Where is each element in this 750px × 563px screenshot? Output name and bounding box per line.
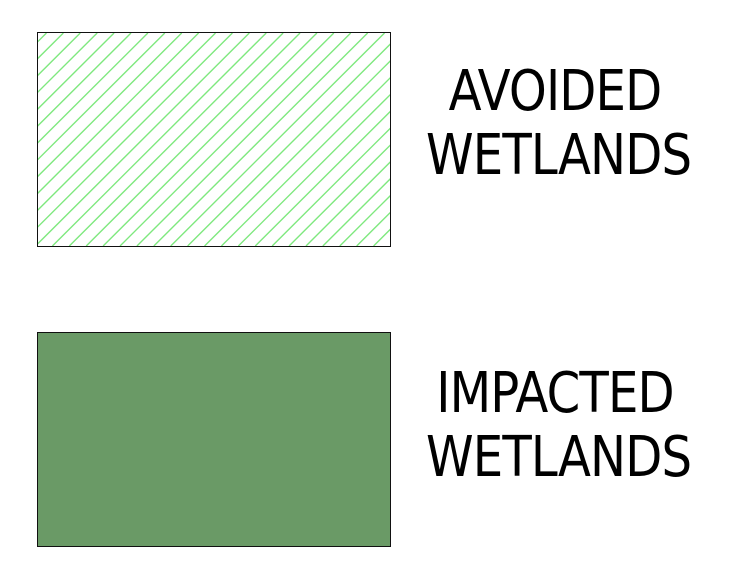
- hatch-line: [170, 33, 386, 246]
- hatch-line: [38, 33, 250, 245]
- hatch-line: [38, 33, 81, 77]
- hatch-line: [305, 161, 390, 246]
- hatch-line: [38, 33, 98, 93]
- hatch-line: [187, 43, 390, 246]
- hatch-line: [254, 110, 390, 246]
- hatch-line: [136, 33, 352, 246]
- hatch-line: [38, 33, 132, 127]
- hatch-line: [102, 33, 318, 246]
- hatch-line: [288, 144, 390, 246]
- hatch-line: [153, 33, 369, 246]
- hatch-line: [38, 33, 115, 110]
- hatch-line: [339, 194, 390, 246]
- hatch-line: [85, 33, 301, 246]
- hatch-line: [38, 33, 183, 178]
- impacted-wetlands-solid-swatch: [37, 332, 391, 547]
- impacted-label-line2: WETLANDS: [426, 425, 692, 490]
- hatch-line: [51, 33, 267, 246]
- hatch-line: [38, 33, 216, 211]
- avoided-wetlands-hatch-swatch: [37, 32, 391, 247]
- hatch-line: [322, 178, 390, 246]
- hatch-line: [68, 33, 284, 246]
- hatch-line: [220, 77, 390, 246]
- hatch-line: [119, 33, 335, 246]
- avoided-wetlands-label: AVOIDED WETLANDS: [426, 59, 692, 188]
- hatch-line: [271, 127, 390, 246]
- hatch-pattern-graphic: [38, 33, 390, 246]
- impacted-wetlands-label: IMPACTED WETLANDS: [426, 361, 692, 490]
- hatch-line: [204, 60, 390, 246]
- avoided-label-line1: AVOIDED: [448, 59, 663, 124]
- hatch-line: [38, 33, 149, 144]
- hatch-line: [38, 33, 233, 228]
- impacted-label-line1: IMPACTED: [436, 361, 674, 426]
- hatch-lines: [38, 33, 390, 246]
- hatch-line: [38, 33, 166, 161]
- hatch-line: [373, 228, 390, 246]
- hatch-line: [38, 33, 47, 43]
- hatch-line: [38, 33, 200, 194]
- hatch-line: [237, 93, 390, 246]
- avoided-label-line2: WETLANDS: [426, 123, 692, 188]
